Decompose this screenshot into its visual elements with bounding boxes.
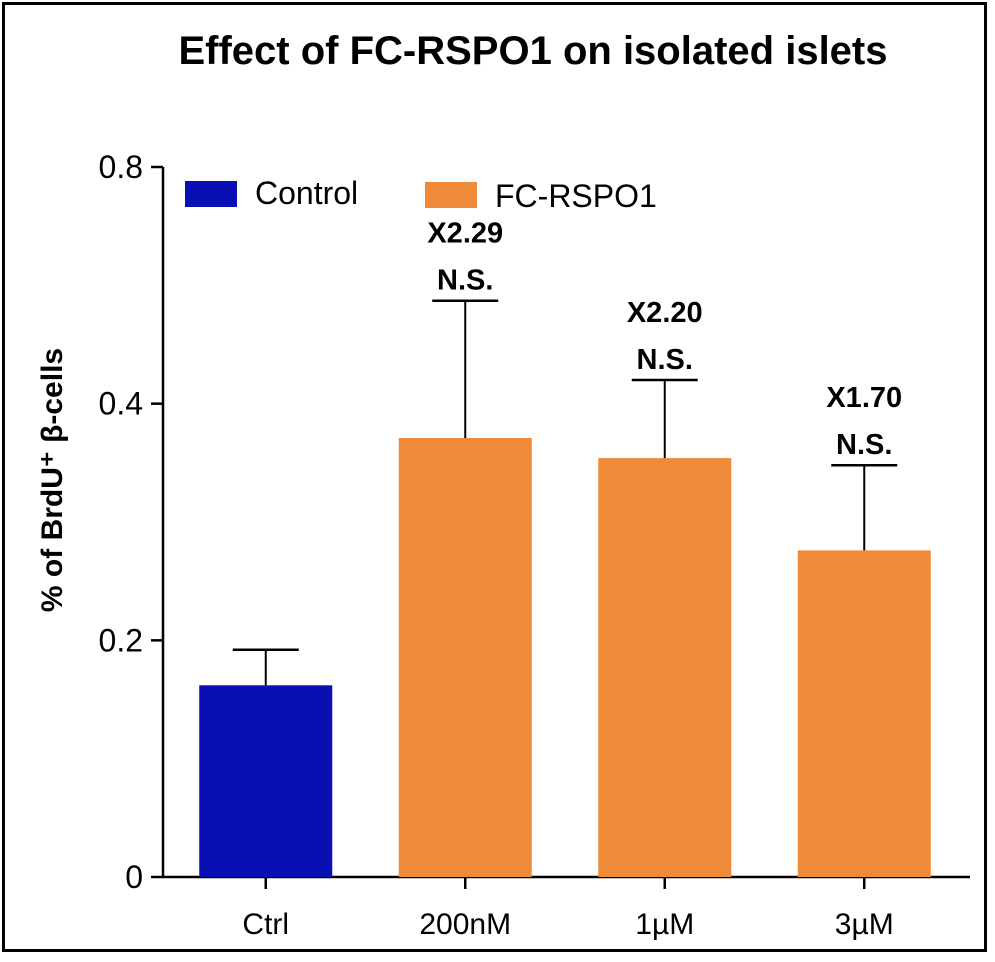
legend-swatch-fcrspo1 <box>425 182 477 208</box>
significance-annotations: X2.29 N.S. X2.20 N.S. X1.70 N.S. <box>427 218 902 461</box>
bar-200nm <box>398 437 532 877</box>
y-tick-label: 0 <box>125 859 143 895</box>
significance-label: N.S. <box>836 429 892 461</box>
chart-title: Effect of FC-RSPO1 on isolated islets <box>178 29 887 73</box>
x-tick-label: Ctrl <box>242 908 289 941</box>
y-tick-label: 0.2 <box>99 622 143 658</box>
legend-swatch-control <box>185 181 237 207</box>
bar-1m <box>598 458 732 877</box>
significance-label: N.S. <box>637 344 693 376</box>
fold-change-label: X1.70 <box>826 382 902 414</box>
significance-label: N.S. <box>437 265 493 297</box>
bar-3m <box>797 550 931 877</box>
y-axis-label: % of BrdU⁺ β-cells <box>36 348 69 612</box>
bar-ctrl <box>199 685 333 877</box>
y-tick-label: 0.4 <box>99 386 143 422</box>
bars <box>199 437 931 877</box>
fold-change-label: X2.20 <box>627 297 703 329</box>
x-tick-label: 3µM <box>835 908 894 941</box>
legend-label: Control <box>255 175 358 211</box>
y-tick-label: 0.8 <box>99 149 143 185</box>
fold-change-label: X2.29 <box>427 218 503 250</box>
x-tick-label: 200nM <box>419 908 511 941</box>
legend-label: FC-RSPO1 <box>495 178 657 214</box>
error-bars <box>232 299 898 686</box>
x-tick-label: 1µM <box>635 908 694 941</box>
legend: Control FC-RSPO1 <box>185 175 657 214</box>
